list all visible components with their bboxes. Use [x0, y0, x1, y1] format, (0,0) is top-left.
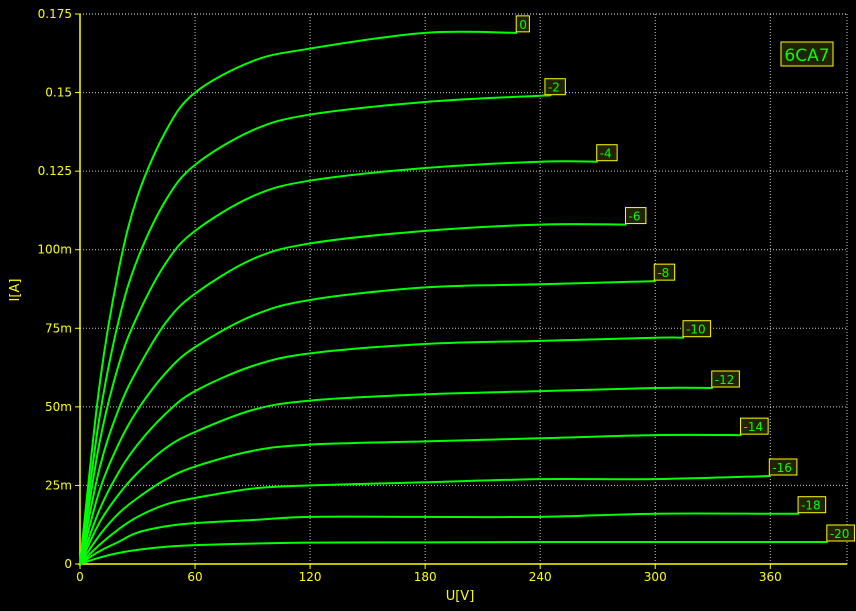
chart-title: 6CA7 [784, 46, 829, 66]
series-line--20 [79, 540, 828, 565]
y-axis-label: I[A] [8, 279, 23, 302]
series-label-0: 0 [519, 18, 527, 32]
series-label--2: -2 [548, 81, 560, 95]
series-line--12 [79, 386, 713, 565]
series-label-box--8 [653, 263, 676, 281]
y-tick-label: 0.175 [38, 7, 72, 21]
curve-labels: 0 -2 -4 -6 -8 -10 -12 -14 -16 -18 -20 [515, 15, 855, 542]
series-line--6 [79, 223, 627, 565]
series-line--16 [79, 475, 771, 565]
series-label-box-0 [515, 15, 530, 33]
y-tick-label: 25m [45, 478, 72, 492]
x-tick-label: 180 [414, 570, 437, 584]
y-tick-label: 50m [45, 400, 72, 414]
series-line--14 [79, 433, 742, 565]
curves [79, 30, 828, 565]
series-label-box--16 [768, 458, 798, 476]
axes [78, 14, 847, 566]
x-tick-label: 120 [299, 570, 322, 584]
series-label--16: -16 [772, 461, 792, 475]
series-label--8: -8 [657, 266, 669, 280]
x-tick-label: 0 [76, 570, 84, 584]
y-tick-label: 75m [45, 321, 72, 335]
series-label-box--6 [624, 207, 647, 225]
y-tick-label: 0.125 [38, 164, 72, 178]
series-label--14: -14 [744, 420, 764, 434]
series-label-box--14 [740, 417, 769, 435]
x-tick-label: 60 [187, 570, 202, 584]
x-tick-label: 360 [759, 570, 782, 584]
grid [80, 13, 848, 564]
series-label--12: -12 [715, 373, 735, 387]
series-label-box--18 [797, 496, 827, 514]
series-label-box--4 [596, 144, 618, 162]
series-label-box--12 [711, 370, 740, 388]
y-tick-label: 100m [37, 243, 72, 257]
chart-title-box [780, 41, 834, 67]
series-label-box--20 [826, 524, 855, 542]
series-line--4 [79, 160, 598, 565]
series-line-0 [79, 30, 518, 565]
series-line--10 [79, 336, 685, 565]
x-tick-label: 240 [529, 570, 552, 584]
series-label--18: -18 [801, 499, 821, 513]
ticks: 0 60 120 180 240 300 360 0 25m 50m 75m 100m 0.125 0.1… [37, 7, 781, 584]
series-label-box--2 [544, 78, 566, 96]
series-label-box--10 [682, 320, 712, 338]
y-tick-label: 0.15 [45, 86, 72, 100]
y-tick-label: 0 [64, 557, 72, 571]
series-label--10: -10 [686, 323, 706, 337]
series-label--4: -4 [600, 147, 612, 161]
x-tick-label: 300 [644, 570, 667, 584]
series-line--18 [79, 512, 800, 565]
series-line--8 [79, 280, 656, 565]
series-line--2 [79, 94, 552, 565]
series-label--20: -20 [830, 527, 850, 541]
x-axis-label: U[V] [446, 589, 475, 604]
series-label--6: -6 [628, 210, 640, 224]
